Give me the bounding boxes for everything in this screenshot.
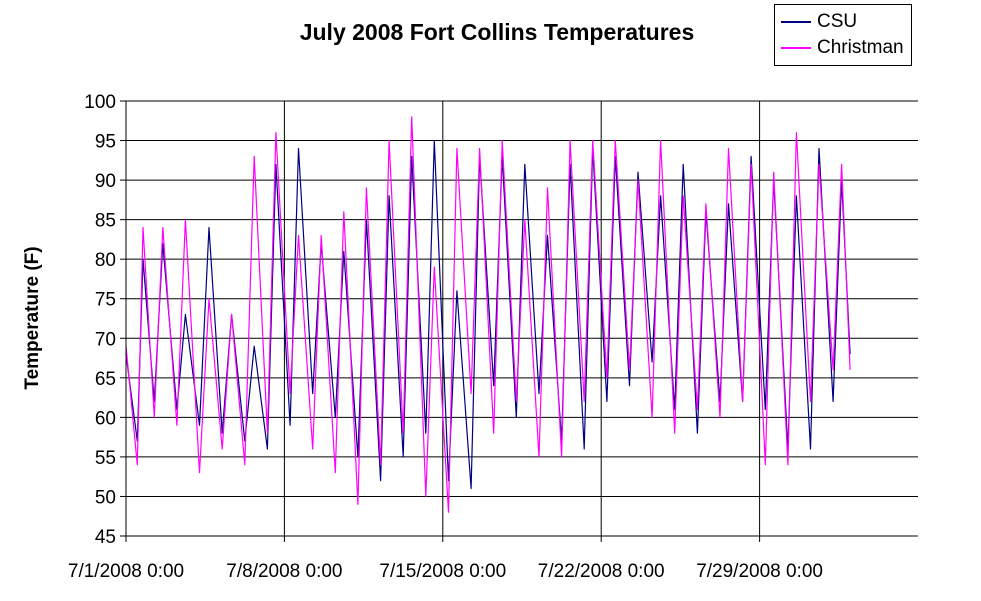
legend-swatch-christman xyxy=(781,47,811,49)
y-tick-label: 65 xyxy=(95,369,116,390)
x-tick-label: 7/15/2008 0:00 xyxy=(379,561,506,582)
legend-label-csu: CSU xyxy=(817,11,858,32)
legend-item-christman: Christman xyxy=(781,37,904,59)
y-tick-label: 55 xyxy=(95,448,116,469)
x-tick-label: 7/8/2008 0:00 xyxy=(226,561,342,582)
x-tick-labels: 7/1/2008 0:00 7/8/2008 0:00 7/15/2008 0:00… xyxy=(68,561,823,582)
y-tick-label: 45 xyxy=(95,527,116,548)
y-tick-label: 50 xyxy=(95,487,116,508)
y-tick-label: 60 xyxy=(95,408,116,429)
grid-lines xyxy=(125,100,918,537)
y-tick-label: 90 xyxy=(95,171,116,192)
x-tick-label: 7/22/2008 0:00 xyxy=(538,561,665,582)
legend: CSU Christman xyxy=(774,4,912,66)
x-tick-label: 7/1/2008 0:00 xyxy=(68,561,184,582)
x-tick-label: 7/29/2008 0:00 xyxy=(696,561,823,582)
y-tick-label: 70 xyxy=(95,329,116,350)
y-tick-label: 75 xyxy=(95,290,116,311)
y-tick-label: 85 xyxy=(95,211,116,232)
series-line-christman xyxy=(125,116,851,513)
y-tick-labels: 45 50 55 60 65 70 75 80 85 90 95 100 xyxy=(84,92,116,548)
y-tick-label: 80 xyxy=(95,250,116,271)
legend-label-christman: Christman xyxy=(817,37,904,58)
y-tick-label: 95 xyxy=(95,132,116,153)
legend-swatch-csu xyxy=(781,21,811,23)
y-tick-label: 100 xyxy=(84,92,116,113)
series-line-csu xyxy=(125,139,851,490)
legend-item-csu: CSU xyxy=(781,11,857,33)
y-axis-label: Temperature (F) xyxy=(22,246,43,389)
chart-title: July 2008 Fort Collins Temperatures xyxy=(300,19,695,45)
axes xyxy=(120,100,918,542)
series-lines xyxy=(125,116,851,513)
